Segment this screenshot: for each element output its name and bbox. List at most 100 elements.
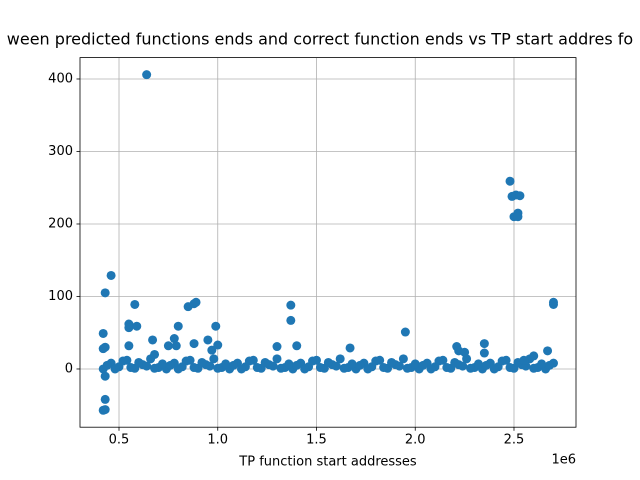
scatter-point — [191, 297, 201, 307]
scatter-point — [513, 212, 523, 222]
scatter-point — [489, 364, 499, 374]
x-tick-label: 1.5 — [306, 433, 327, 448]
scatter-point — [519, 355, 529, 365]
scatter-point — [410, 359, 420, 369]
scatter-point — [537, 359, 547, 369]
scatter-point — [171, 341, 181, 351]
scatter-point — [355, 360, 365, 370]
y-tick-label: 0 — [65, 361, 73, 376]
scatter-point — [181, 356, 191, 366]
scatter-point — [102, 360, 112, 370]
scatter-point — [124, 341, 134, 351]
scatter-point — [157, 359, 167, 369]
scatter-point — [402, 363, 412, 373]
scatter-point — [268, 361, 278, 371]
x-offset-label: 1e6 — [551, 453, 576, 468]
scatter-point — [150, 363, 160, 373]
scatter-point — [331, 361, 341, 371]
scatter-point — [400, 327, 410, 337]
scatter-point — [150, 349, 160, 359]
scatter-point — [426, 364, 436, 374]
x-tick-label: 0.5 — [109, 433, 130, 448]
scatter-point — [165, 360, 175, 370]
x-tick-label: 2.5 — [504, 433, 525, 448]
scatter-point — [292, 341, 302, 351]
x-axis-label: TP function start addresses — [238, 455, 417, 470]
scatter-point — [205, 361, 215, 371]
scatter-point — [142, 70, 152, 80]
scatter-point — [339, 363, 349, 373]
scatter-point — [308, 356, 318, 366]
scatter-point — [163, 341, 173, 351]
scatter-point — [515, 191, 525, 201]
scatter-point — [221, 359, 231, 369]
scatter-point — [479, 339, 489, 349]
scatter-point — [371, 356, 381, 366]
scatter-point — [209, 354, 219, 364]
scatter-point — [124, 323, 134, 333]
chart-title: ween predicted functions ends and correc… — [7, 30, 633, 49]
scatter-point — [300, 364, 310, 374]
scatter-point — [466, 363, 476, 373]
scatter-point — [134, 357, 144, 367]
scatter-point — [473, 359, 483, 369]
scatter-point — [418, 360, 428, 370]
scatter-point — [543, 346, 553, 356]
scatter-point — [203, 335, 213, 345]
scatter-point — [142, 361, 152, 371]
scatter-point — [118, 356, 128, 366]
x-tick-label: 1.0 — [207, 433, 228, 448]
scatter-point — [189, 339, 199, 349]
scatter-point — [548, 299, 558, 309]
scatter-point — [345, 343, 355, 353]
y-tick-label: 300 — [48, 144, 73, 159]
scatter-point — [211, 321, 221, 331]
scatter-point — [148, 335, 158, 345]
scatter-point — [132, 321, 142, 331]
scatter-point — [323, 357, 333, 367]
scatter-point — [130, 299, 140, 309]
scatter-point — [272, 342, 282, 352]
scatter-point — [229, 360, 239, 370]
scatter-point — [100, 394, 110, 404]
scatter-point — [347, 359, 357, 369]
scatter-point — [272, 354, 282, 364]
scatter-point — [284, 359, 294, 369]
y-tick-label: 200 — [48, 216, 73, 231]
scatter-point — [292, 360, 302, 370]
scatter-point — [394, 361, 404, 371]
scatter-point — [207, 345, 217, 355]
scatter-point — [213, 363, 223, 373]
scatter-point — [106, 270, 116, 280]
scatter-point — [529, 363, 539, 373]
scatter-point — [252, 363, 262, 373]
scatter-point — [98, 328, 108, 338]
scatter-point — [213, 340, 223, 350]
scatter-point — [497, 356, 507, 366]
scatter-point — [276, 363, 286, 373]
scatter-point — [398, 354, 408, 364]
scatter-point — [387, 357, 397, 367]
scatter-point — [244, 356, 254, 366]
scatter-point — [505, 176, 515, 186]
scatter-point — [110, 364, 120, 374]
scatter-point — [236, 364, 246, 374]
scatter-point — [450, 357, 460, 367]
scatter-point — [100, 371, 110, 381]
scatter-point — [197, 357, 207, 367]
scatter-point — [173, 321, 183, 331]
scatter-point — [169, 334, 179, 344]
axes-frame — [79, 57, 577, 428]
scatter-point — [529, 351, 539, 361]
scatter-point — [315, 363, 325, 373]
y-tick-label: 100 — [48, 289, 73, 304]
scatter-point — [481, 360, 491, 370]
scatter-point — [173, 364, 183, 374]
scatter-point — [434, 356, 444, 366]
scatter-point — [458, 361, 468, 371]
scatter-point — [505, 363, 515, 373]
scatter-point — [363, 364, 373, 374]
